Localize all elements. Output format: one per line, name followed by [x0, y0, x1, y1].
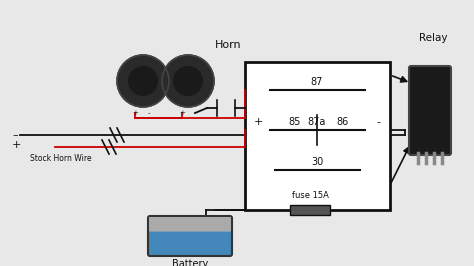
FancyBboxPatch shape: [409, 66, 451, 155]
FancyBboxPatch shape: [149, 217, 231, 232]
Circle shape: [129, 67, 157, 95]
Text: 87: 87: [311, 77, 323, 87]
Text: -: -: [148, 110, 150, 116]
Text: –: –: [12, 130, 18, 140]
Text: 86: 86: [337, 117, 349, 127]
Circle shape: [162, 55, 214, 107]
Text: fuse 15A: fuse 15A: [292, 191, 328, 200]
Circle shape: [173, 67, 202, 95]
Text: +: +: [179, 110, 185, 116]
Text: Horn: Horn: [215, 40, 242, 50]
Text: +: +: [253, 117, 263, 127]
FancyBboxPatch shape: [148, 216, 232, 256]
Text: +: +: [132, 110, 138, 116]
Bar: [290, 205, 330, 215]
Text: Stock Horn Wire: Stock Horn Wire: [30, 154, 91, 163]
Text: -: -: [194, 110, 196, 116]
Text: 87a: 87a: [308, 117, 326, 127]
Text: Relay: Relay: [419, 33, 447, 43]
Text: 85: 85: [289, 117, 301, 127]
Text: 30: 30: [311, 157, 323, 167]
Text: -: -: [376, 117, 380, 127]
Text: Battery: Battery: [172, 259, 208, 266]
Text: +: +: [12, 140, 21, 150]
Circle shape: [117, 55, 169, 107]
Bar: [245, 62, 390, 210]
